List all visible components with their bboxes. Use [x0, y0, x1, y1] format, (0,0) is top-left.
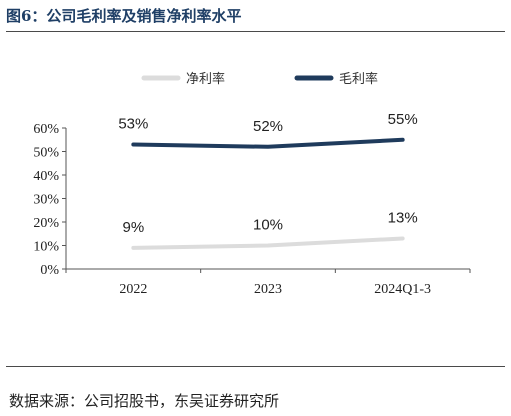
y-tick-label: 40% [33, 169, 59, 184]
y-axis: 0% 10% 20% 30% 40% 50% 60% [33, 122, 67, 278]
data-point [267, 245, 269, 246]
x-axis: 2022 2023 2024Q1-3 [65, 268, 471, 297]
data-point [402, 139, 404, 141]
data-point [132, 247, 134, 249]
data-label: 53% [118, 115, 148, 132]
data-label: 10% [253, 217, 283, 234]
line-chart: 净利率 毛利率 0% 10% 20% 30% 40% 50% 60% 2022 2023 2024… [33, 71, 471, 297]
bottom-rule [6, 366, 505, 367]
data-label: 55% [388, 111, 418, 128]
data-point [132, 143, 134, 145]
data-label: 9% [122, 219, 144, 236]
data-labels: 9% 10% 13% 53% 52% 55% [118, 111, 417, 236]
y-tick-label: 30% [33, 193, 59, 208]
figure-title: 图6：公司毛利率及销售净利率水平 [6, 7, 242, 25]
x-tick-label: 2022 [119, 282, 147, 297]
data-label: 52% [253, 118, 283, 135]
data-label: 13% [388, 209, 418, 226]
source-note: 数据来源：公司招股书，东吴证券研究所 [9, 392, 280, 410]
y-tick-label: 50% [33, 146, 59, 161]
x-tick-label: 2023 [254, 282, 282, 297]
y-tick-label: 0% [40, 263, 59, 278]
data-point [267, 146, 269, 148]
legend: 净利率 毛利率 [141, 71, 378, 87]
series-line-net-margin [131, 236, 405, 250]
y-tick-label: 10% [33, 240, 59, 255]
series-line-gross-margin [131, 137, 405, 149]
series-lines [131, 137, 405, 250]
legend-item-net-margin-label: 净利率 [186, 71, 225, 87]
y-tick-label: 60% [33, 122, 59, 137]
x-tick-label: 2024Q1-3 [374, 282, 431, 297]
y-tick-label: 20% [33, 216, 59, 231]
legend-item-gross-margin-label: 毛利率 [339, 71, 378, 87]
top-rule [6, 31, 505, 32]
data-point [402, 237, 404, 239]
